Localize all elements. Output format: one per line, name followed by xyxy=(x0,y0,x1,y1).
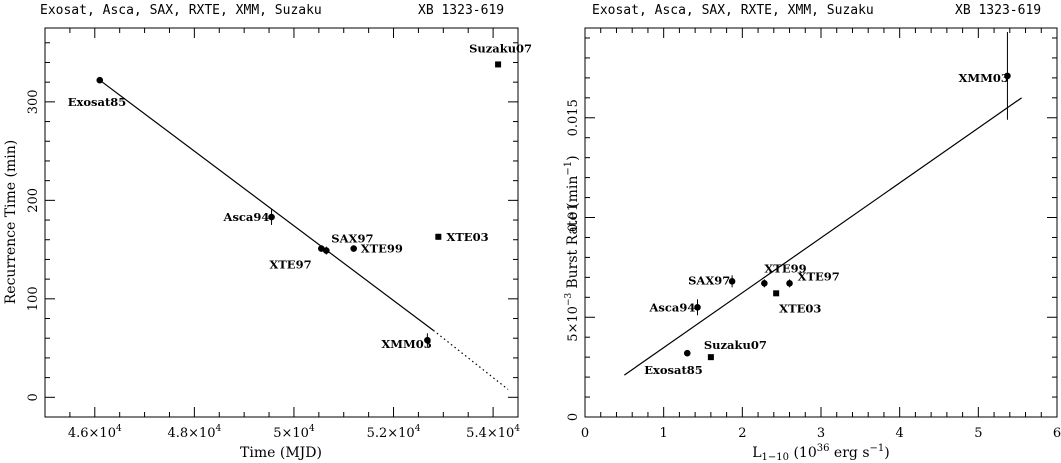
right-x-tick-label: 2 xyxy=(738,426,746,441)
right-x-tick-label: 5 xyxy=(974,426,982,441)
left-fit-line-dotted xyxy=(432,329,509,390)
left-x-tick-label: 4.8×104 xyxy=(167,424,221,441)
right-x-tick-label: 3 xyxy=(817,426,825,441)
left-label-xmm03: XMM03 xyxy=(381,337,431,351)
left-point-xte03 xyxy=(435,233,442,240)
left-axis-ticks xyxy=(44,28,519,418)
left-header-instruments: Exosat, Asca, SAX, RXTE, XMM, Suzaku xyxy=(40,3,322,18)
right-label-sax97: SAX97 xyxy=(688,273,730,287)
left-point-sax97 xyxy=(323,247,330,254)
right-label-xte99: XTE99 xyxy=(764,261,806,275)
right-y-tick-label: 5×10−3 xyxy=(564,292,581,341)
left-header-source: XB 1323-619 xyxy=(418,3,504,18)
left-label-xte97: XTE97 xyxy=(269,258,311,272)
right-label-asca94: Asca94 xyxy=(648,300,695,314)
left-fit-line-solid xyxy=(99,79,434,331)
right-point-xte97 xyxy=(786,280,793,287)
left-tick-labels: 4.6×104 4.8×104 5×104 5.2×104 5.4×104 0 100 200… xyxy=(26,89,520,441)
right-header-instruments: Exosat, Asca, SAX, RXTE, XMM, Suzaku xyxy=(592,3,874,18)
right-point-asca94 xyxy=(694,303,701,311)
right-point-exosat85 xyxy=(683,349,691,357)
right-tick-labels: 0 1 2 3 4 5 6 0 5×10−3 0.01 0.015 xyxy=(564,99,1061,441)
left-x-tick-label: 5.2×104 xyxy=(367,424,421,441)
right-axis-ticks xyxy=(584,28,1058,418)
left-label-exosat85: Exosat85 xyxy=(68,95,127,109)
right-label-xmm03: XMM03 xyxy=(958,71,1008,85)
left-point-exosat85 xyxy=(96,76,104,84)
left-y-tick-label: 0 xyxy=(26,393,41,401)
left-label-suzaku07: Suzaku07 xyxy=(469,41,532,55)
right-y-tick-label: 0.015 xyxy=(566,99,581,136)
left-y-tick-label: 200 xyxy=(26,188,41,213)
right-point-suzaku07 xyxy=(707,354,714,361)
right-point-sax97 xyxy=(728,278,736,285)
right-header-source: XB 1323-619 xyxy=(955,3,1041,18)
left-x-tick-label: 4.6×104 xyxy=(68,424,122,441)
right-plot-frame xyxy=(584,27,1058,418)
left-plot-frame xyxy=(44,27,519,418)
right-fit-line-solid xyxy=(623,97,1022,376)
left-label-asca94: Asca94 xyxy=(223,210,270,224)
right-label-suzaku07: Suzaku07 xyxy=(704,338,767,352)
left-y-tick-label: 300 xyxy=(26,89,41,114)
right-x-axis-label: L1−10 (1036 erg s−1) xyxy=(752,443,889,463)
right-y-tick-label: 0.01 xyxy=(566,203,581,232)
right-point-xte99 xyxy=(761,280,768,287)
right-fit-line xyxy=(623,97,1022,376)
left-point-xte99 xyxy=(350,245,357,252)
left-label-sax97: SAX97 xyxy=(331,232,373,246)
left-label-xte99: XTE99 xyxy=(361,242,403,256)
right-panel: Exosat, Asca, SAX, RXTE, XMM, Suzaku XB … xyxy=(563,3,1061,463)
right-label-xte97: XTE97 xyxy=(798,269,840,283)
right-x-tick-label: 4 xyxy=(896,426,904,441)
left-y-tick-label: 100 xyxy=(26,286,41,311)
left-point-asca94 xyxy=(268,213,275,221)
right-label-xte03: XTE03 xyxy=(779,301,821,315)
right-x-tick-label: 6 xyxy=(1053,426,1061,441)
left-point-suzaku07 xyxy=(495,61,502,68)
right-x-tick-label: 0 xyxy=(581,426,589,441)
left-panel: Exosat, Asca, SAX, RXTE, XMM, Suzaku XB … xyxy=(3,3,532,461)
right-y-tick-label: 0 xyxy=(566,413,581,421)
left-label-xte03: XTE03 xyxy=(446,230,488,244)
right-x-tick-label: 1 xyxy=(660,426,668,441)
left-x-tick-label: 5.4×104 xyxy=(466,424,520,441)
right-label-exosat85: Exosat85 xyxy=(644,363,703,377)
right-point-xte03 xyxy=(773,290,780,297)
left-fit-lines xyxy=(99,79,509,390)
right-point-xmm03 xyxy=(1004,72,1011,80)
left-point-xmm03 xyxy=(424,336,431,344)
left-x-axis-label: Time (MJD) xyxy=(240,445,322,461)
left-point-xte97 xyxy=(318,245,325,252)
left-y-axis-label: Recurrence Time (min) xyxy=(3,140,19,304)
right-y-axis-label: Burst Rate (min−1) xyxy=(563,155,581,288)
left-x-tick-label: 5×104 xyxy=(273,424,315,441)
